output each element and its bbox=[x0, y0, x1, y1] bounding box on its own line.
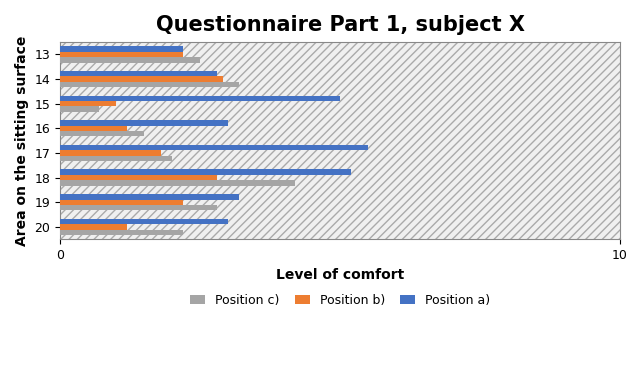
X-axis label: Level of comfort: Level of comfort bbox=[276, 267, 404, 282]
Bar bbox=[60, 156, 172, 161]
Bar bbox=[60, 71, 217, 76]
Bar bbox=[60, 82, 239, 87]
Y-axis label: Area on the sitting surface: Area on the sitting surface bbox=[15, 35, 29, 246]
Bar bbox=[60, 175, 217, 180]
Title: Questionnaire Part 1, subject X: Questionnaire Part 1, subject X bbox=[156, 15, 525, 35]
Bar bbox=[60, 106, 100, 112]
Bar bbox=[60, 101, 116, 106]
Bar bbox=[60, 52, 183, 57]
Bar bbox=[60, 194, 239, 199]
Bar bbox=[60, 46, 183, 52]
Bar bbox=[60, 224, 127, 230]
Bar bbox=[60, 131, 144, 137]
Bar bbox=[60, 199, 183, 205]
Bar bbox=[60, 126, 127, 131]
Bar bbox=[60, 180, 295, 186]
Bar bbox=[60, 120, 228, 126]
Bar bbox=[60, 170, 351, 175]
Legend: Position c), Position b), Position a): Position c), Position b), Position a) bbox=[185, 289, 495, 312]
Bar bbox=[60, 219, 228, 224]
Bar bbox=[60, 57, 200, 62]
Bar bbox=[60, 205, 217, 210]
Bar bbox=[60, 145, 368, 150]
Bar bbox=[60, 76, 222, 82]
Bar bbox=[60, 95, 340, 101]
Bar bbox=[60, 150, 161, 156]
Bar bbox=[60, 230, 183, 235]
